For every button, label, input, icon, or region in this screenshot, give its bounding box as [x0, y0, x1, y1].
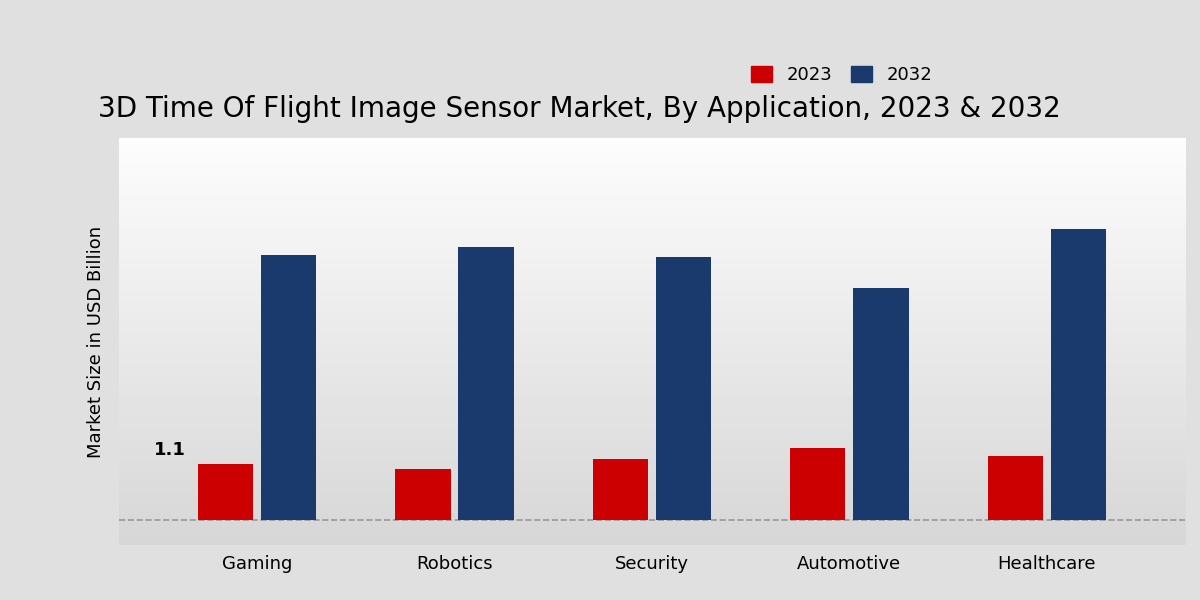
- Bar: [988, 456, 1043, 520]
- Text: 1.1: 1.1: [155, 440, 186, 458]
- Text: 3D Time Of Flight Image Sensor Market, By Application, 2023 & 2032: 3D Time Of Flight Image Sensor Market, B…: [97, 95, 1061, 123]
- Bar: [262, 255, 317, 520]
- Bar: [593, 458, 648, 520]
- Bar: [656, 257, 712, 520]
- Bar: [198, 464, 253, 520]
- Bar: [458, 247, 514, 520]
- Y-axis label: Market Size in USD Billion: Market Size in USD Billion: [86, 226, 106, 458]
- Bar: [1051, 229, 1106, 520]
- Legend: 2023, 2032: 2023, 2032: [742, 57, 942, 93]
- Bar: [853, 288, 908, 520]
- Bar: [395, 469, 450, 520]
- Bar: [790, 448, 846, 520]
